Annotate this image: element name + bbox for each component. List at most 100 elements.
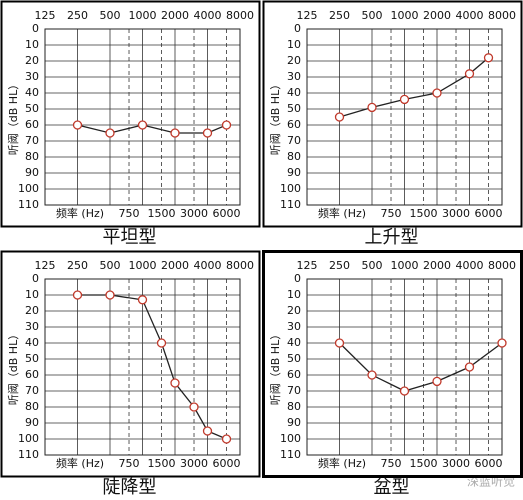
- y-tick-label: 70: [287, 384, 301, 397]
- x-tick-label: 125: [35, 259, 56, 272]
- data-point: [170, 128, 180, 138]
- data-line: [339, 342, 503, 392]
- data-point: [221, 434, 232, 444]
- data-point: [202, 426, 213, 436]
- audiogram: 0 10 20 30 40 50 60 70 80 90 100 110 125 250 500 1000 20…: [262, 250, 523, 498]
- x-tick-label: 3000: [442, 207, 470, 220]
- y-tick-label: 50: [287, 102, 301, 115]
- data-line: [339, 57, 489, 118]
- caption: 陡降型: [103, 477, 157, 498]
- y-tick-label: 70: [25, 384, 39, 397]
- data-point: [72, 120, 83, 130]
- y-tick-label: 20: [25, 54, 39, 67]
- x-tick-label: 250: [329, 9, 350, 22]
- x-tick-label: 125: [297, 259, 318, 272]
- data-point: [483, 53, 494, 63]
- y-tick-label: 80: [287, 400, 301, 413]
- y-tick-label: 110: [18, 448, 39, 461]
- x-tick-label: 1000: [129, 9, 157, 22]
- y-tick-label: 100: [280, 182, 301, 195]
- x-tick-label: 1500: [148, 457, 176, 470]
- y-tick-label: 50: [25, 102, 39, 115]
- y-axis-label: 听阈（dB HL）: [268, 79, 282, 155]
- x-tick-label: 1500: [410, 457, 438, 470]
- x-tick-label: 8000: [226, 9, 254, 22]
- x-tick-label: 750: [381, 457, 402, 470]
- x-tick-label: 3000: [180, 207, 208, 220]
- y-tick-label: 60: [287, 118, 301, 131]
- y-tick-label: 50: [25, 352, 39, 365]
- x-tick-label: 3000: [180, 457, 208, 470]
- plot-frame: [44, 28, 241, 206]
- x-tick-label: 6000: [475, 457, 503, 470]
- x-tick-label: 8000: [488, 9, 516, 22]
- x-tick-label: 6000: [213, 457, 241, 470]
- y-tick-label: 30: [287, 70, 301, 83]
- data-point: [221, 120, 232, 130]
- x-tick-label: 3000: [442, 457, 470, 470]
- y-tick-label: 50: [287, 352, 301, 365]
- x-tick-label: 4000: [456, 9, 484, 22]
- data-point: [189, 402, 199, 412]
- caption: 盆型: [374, 477, 410, 498]
- x-axis-label: 频率 (Hz): [56, 206, 104, 220]
- audiogram: 0 10 20 30 40 50 60 70 80 90 100 110 125 250 500 1000 20…: [0, 0, 261, 248]
- x-tick-label: 1000: [391, 9, 419, 22]
- data-point: [464, 69, 475, 79]
- y-tick-label: 90: [25, 166, 39, 179]
- panel-border: [0, 250, 261, 478]
- y-tick-label: 30: [25, 320, 39, 333]
- data-point: [137, 120, 148, 130]
- audiogram: 0 10 20 30 40 50 60 70 80 90 100 110 125 250 500 1000 20…: [0, 250, 261, 498]
- y-tick-label: 0: [294, 22, 301, 35]
- y-tick-label: 110: [18, 198, 39, 211]
- plot-frame: [306, 278, 503, 456]
- x-tick-label: 1000: [391, 259, 419, 272]
- y-tick-label: 110: [280, 448, 301, 461]
- data-point: [432, 88, 442, 98]
- y-tick-label: 40: [25, 86, 39, 99]
- data-point: [367, 370, 377, 380]
- x-tick-label: 1500: [410, 207, 438, 220]
- x-tick-label: 4000: [194, 9, 222, 22]
- y-tick-label: 10: [287, 38, 301, 51]
- audiogram: 0 10 20 30 40 50 60 70 80 90 100 110 125 250 500 1000 20…: [262, 0, 523, 248]
- y-axis-label: 听阈（dB HL）: [268, 329, 282, 405]
- y-axis-label: 听阈（dB HL）: [6, 79, 20, 155]
- data-point: [170, 378, 180, 388]
- data-point: [137, 295, 148, 305]
- data-point: [156, 338, 167, 348]
- y-tick-label: 80: [25, 150, 39, 163]
- data-point: [464, 362, 475, 372]
- x-tick-label: 750: [119, 207, 140, 220]
- y-tick-label: 40: [287, 86, 301, 99]
- y-tick-label: 20: [287, 304, 301, 317]
- panel-border: [262, 0, 523, 228]
- x-tick-label: 125: [297, 9, 318, 22]
- data-point: [334, 112, 345, 122]
- y-tick-label: 60: [25, 368, 39, 381]
- x-tick-label: 2000: [423, 259, 451, 272]
- panel-border: [0, 0, 261, 228]
- y-tick-label: 90: [287, 166, 301, 179]
- plot-frame: [306, 28, 503, 206]
- x-tick-label: 8000: [488, 259, 516, 272]
- x-tick-label: 500: [100, 9, 121, 22]
- data-point: [399, 386, 410, 396]
- x-tick-label: 2000: [423, 9, 451, 22]
- y-tick-label: 100: [18, 182, 39, 195]
- y-tick-label: 90: [25, 416, 39, 429]
- y-tick-label: 10: [287, 288, 301, 301]
- x-axis-label: 频率 (Hz): [318, 206, 366, 220]
- x-tick-label: 250: [67, 9, 88, 22]
- y-tick-label: 100: [280, 432, 301, 445]
- x-tick-label: 2000: [161, 259, 189, 272]
- caption: 上升型: [365, 227, 419, 248]
- x-tick-label: 750: [381, 207, 402, 220]
- data-point: [367, 102, 377, 113]
- data-point: [105, 290, 115, 300]
- y-tick-label: 0: [32, 272, 39, 285]
- data-point: [334, 338, 345, 348]
- data-line: [77, 294, 227, 440]
